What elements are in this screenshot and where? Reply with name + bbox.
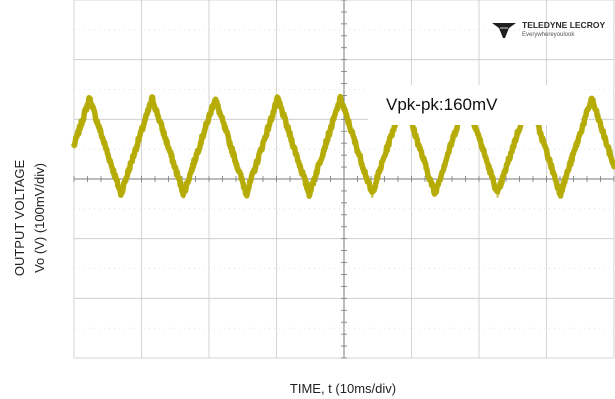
logo-name: TELEDYNE LECROY bbox=[522, 20, 605, 30]
y-axis-label-line2: Vo (V) (100mV/div) bbox=[32, 163, 47, 273]
logo-mark-icon bbox=[492, 23, 516, 38]
scope-grid bbox=[73, 0, 615, 359]
y-axis-label: OUTPUT VOLTAGE bbox=[12, 160, 27, 277]
x-axis-label: TIME, t (10ms/div) bbox=[290, 381, 396, 396]
logo-tagline: Everywhereyoulook bbox=[522, 32, 575, 38]
vpk-pk-annotation: Vpk-pk:160mV bbox=[386, 95, 498, 114]
teledyne-lecroy-logo: TELEDYNE LECROY Everywhereyoulook bbox=[492, 20, 605, 38]
annotation-background bbox=[368, 85, 580, 125]
